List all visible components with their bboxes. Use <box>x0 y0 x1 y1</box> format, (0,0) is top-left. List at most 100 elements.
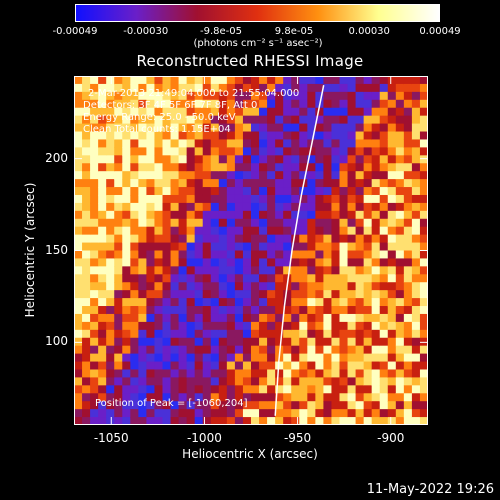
heatmap-cell <box>331 313 341 323</box>
heatmap-cell <box>259 131 268 141</box>
heatmap-cell <box>106 107 115 117</box>
heatmap-cell <box>411 393 421 402</box>
heatmap-cell <box>90 401 99 410</box>
heatmap-cell <box>379 345 389 355</box>
heatmap-cell <box>114 361 123 371</box>
heatmap-cell <box>291 306 300 315</box>
heatmap-cell <box>98 218 107 228</box>
heatmap-cell <box>234 76 244 85</box>
heatmap-cell <box>299 329 308 339</box>
heatmap-cell <box>259 290 268 299</box>
heatmap-cell <box>194 202 204 212</box>
heatmap-cell <box>323 234 333 244</box>
heatmap-cell <box>371 163 381 172</box>
heatmap-cell <box>307 210 316 220</box>
heatmap-cell <box>283 329 292 339</box>
heatmap-cell <box>307 290 316 299</box>
heatmap-cell <box>82 361 91 371</box>
heatmap-cell <box>154 171 164 180</box>
heatmap-cell <box>106 91 115 101</box>
heatmap-cell <box>210 210 220 220</box>
heatmap-cell <box>403 353 413 363</box>
heatmap-cell <box>122 337 131 347</box>
heatmap-cell <box>130 313 139 323</box>
heatmap-cell <box>178 218 188 228</box>
heatmap-cell <box>226 417 236 425</box>
heatmap-cell <box>82 298 91 307</box>
heatmap-cell <box>251 171 260 180</box>
heatmap-cell <box>339 321 349 331</box>
heatmap-cell <box>82 194 91 204</box>
heatmap-cell <box>146 226 156 236</box>
heatmap-cell <box>178 187 188 196</box>
heatmap-cell <box>259 139 268 148</box>
heatmap-cell <box>379 353 389 363</box>
heatmap-cell <box>74 409 83 418</box>
heatmap-cell <box>194 250 204 260</box>
heatmap-cell <box>226 155 236 164</box>
heatmap-cell <box>114 171 123 180</box>
heatmap-cell <box>363 258 373 267</box>
heatmap-cell <box>363 369 373 379</box>
heatmap-cell <box>146 369 156 379</box>
heatmap-cell <box>283 218 292 228</box>
heatmap-cell <box>242 393 252 402</box>
heatmap-cell <box>210 321 220 331</box>
heatmap-cell <box>251 210 260 220</box>
heatmap-cell <box>387 298 397 307</box>
heatmap-cell <box>355 250 365 260</box>
heatmap-cell <box>299 163 308 172</box>
heatmap-cell <box>226 131 236 141</box>
heatmap-cell <box>98 139 107 148</box>
heatmap-cell <box>178 131 188 141</box>
heatmap-cell <box>275 282 284 291</box>
heatmap-cell <box>226 139 236 148</box>
heatmap-cell <box>307 401 316 410</box>
heatmap-cell <box>331 194 341 204</box>
heatmap-cell <box>371 250 381 260</box>
heatmap-cell <box>339 401 349 410</box>
heatmap-cell <box>146 290 156 299</box>
heatmap-cell <box>275 163 284 172</box>
heatmap-cell <box>363 210 373 220</box>
heatmap-cell <box>210 337 220 347</box>
heatmap-cell <box>202 139 212 148</box>
heatmap-cell <box>122 409 131 418</box>
heatmap-cell <box>226 91 236 101</box>
heatmap-cell <box>162 218 172 228</box>
heatmap-cell <box>122 163 131 172</box>
heatmap-cell <box>419 163 428 172</box>
heatmap-cell <box>403 163 413 172</box>
heatmap-cell <box>331 369 341 379</box>
heatmap-cell <box>299 202 308 212</box>
heatmap-cell <box>90 107 99 117</box>
heatmap-cell <box>154 321 164 331</box>
heatmap-cell <box>162 282 172 291</box>
heatmap-cell <box>186 202 196 212</box>
heatmap-cell <box>371 210 381 220</box>
heatmap-cell <box>154 179 164 188</box>
heatmap-cell <box>210 401 220 410</box>
heatmap-cell <box>194 290 204 299</box>
heatmap-cell <box>146 250 156 260</box>
heatmap-cell <box>178 242 188 252</box>
heatmap-cell <box>379 226 389 236</box>
heatmap-cell <box>186 194 196 204</box>
heatmap-cell <box>138 242 148 252</box>
heatmap-cell <box>90 179 99 188</box>
heatmap-cell <box>395 202 405 212</box>
heatmap-cell <box>162 329 172 339</box>
heatmap-cell <box>74 210 83 220</box>
heatmap-cell <box>379 194 389 204</box>
heatmap-cell <box>242 313 252 323</box>
heatmap-cell <box>98 361 107 371</box>
heatmap-cell <box>283 171 292 180</box>
heatmap-cell <box>106 321 115 331</box>
heatmap-cell <box>162 123 172 133</box>
heatmap-cell <box>403 234 413 244</box>
heatmap-cell <box>106 187 115 196</box>
heatmap-cell <box>339 210 349 220</box>
heatmap-cell <box>315 242 325 252</box>
heatmap-cell <box>371 139 381 148</box>
heatmap-cell <box>162 242 172 252</box>
